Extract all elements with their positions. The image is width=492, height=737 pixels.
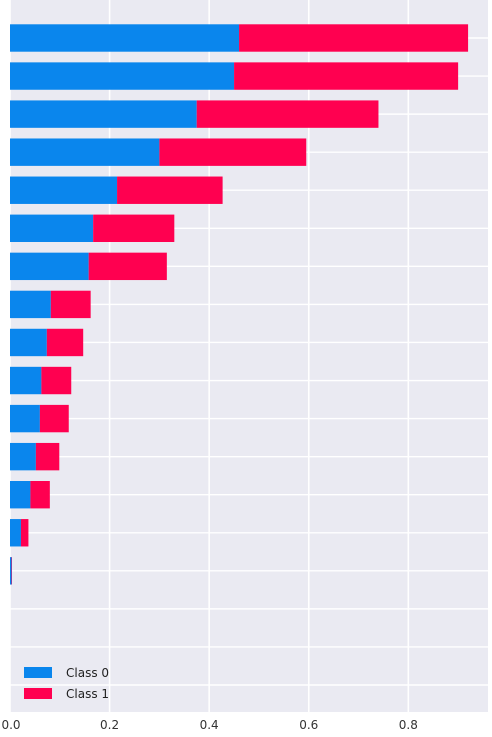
x-tick-label-2: 0.4 — [200, 718, 219, 732]
x-axis-ticks: 0.0 0.2 0.4 0.6 0.8 — [1, 718, 417, 732]
bar-class-1-8 — [46, 328, 84, 357]
bar-class-1-3 — [159, 138, 307, 166]
x-tick-label-1: 0.2 — [100, 718, 119, 732]
bar-class-1-0 — [239, 24, 469, 52]
bar-class-0-14 — [10, 557, 12, 585]
bar-class-1-4 — [117, 176, 223, 204]
legend-label-class-0: Class 0 — [66, 666, 109, 680]
bar-class-1-11 — [35, 442, 60, 471]
bar-class-0-10 — [10, 404, 40, 433]
bar-class-0-5 — [10, 214, 94, 242]
bar-class-1-13 — [20, 519, 29, 547]
bar-class-0-0 — [10, 24, 240, 52]
bar-class-1-2 — [196, 100, 379, 128]
bar-class-0-2 — [10, 100, 197, 128]
bar-class-1-6 — [88, 252, 167, 281]
bar-class-1-1 — [234, 62, 459, 90]
bar-class-0-6 — [10, 252, 89, 281]
legend-label-class-1: Class 1 — [66, 687, 109, 701]
x-tick-label-3: 0.6 — [299, 718, 318, 732]
bar-class-0-7 — [10, 290, 51, 319]
bar-class-0-12 — [10, 481, 31, 509]
bar-class-0-11 — [10, 442, 36, 471]
bar-class-1-7 — [50, 290, 91, 319]
x-tick-label-4: 0.8 — [399, 718, 418, 732]
legend: Class 0 Class 1 — [24, 666, 109, 701]
bar-class-1-12 — [30, 481, 50, 509]
bar-class-0-13 — [10, 519, 21, 547]
legend-swatch-class-1 — [24, 688, 52, 699]
bar-class-0-8 — [10, 328, 47, 357]
bars — [10, 24, 469, 585]
bar-class-0-1 — [10, 62, 235, 90]
legend-swatch-class-0 — [24, 667, 52, 678]
bar-class-0-3 — [10, 138, 160, 166]
bar-class-1-9 — [41, 366, 72, 395]
bar-class-0-9 — [10, 366, 42, 395]
bar-class-1-5 — [93, 214, 175, 242]
bar-class-1-10 — [39, 404, 69, 433]
x-tick-label-0: 0.0 — [1, 718, 20, 732]
bar-class-0-4 — [10, 176, 118, 204]
